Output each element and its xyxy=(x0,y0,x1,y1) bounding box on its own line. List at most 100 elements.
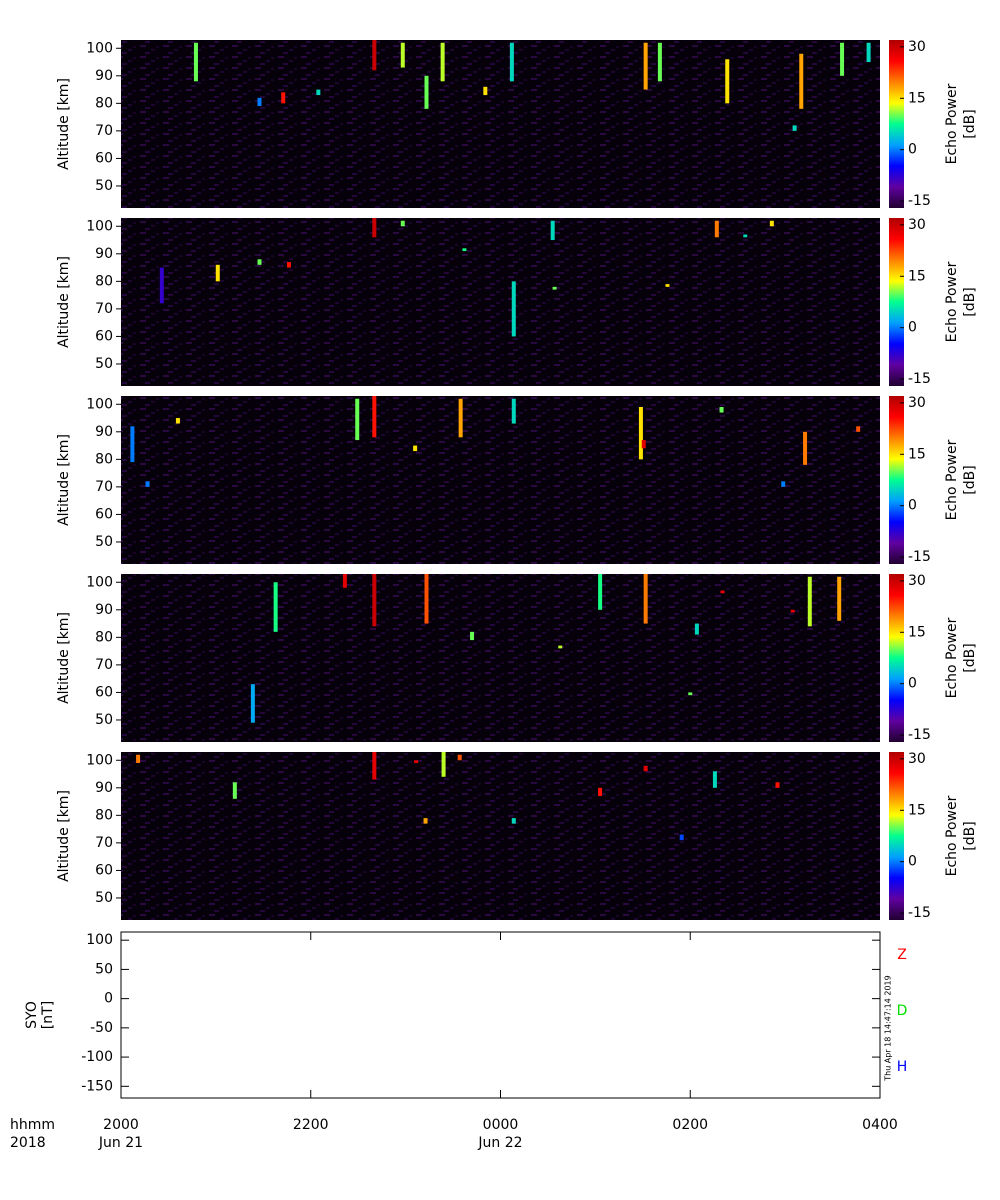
echo-cell xyxy=(552,286,557,290)
echo-cell xyxy=(273,582,278,632)
echo-cell xyxy=(598,787,603,797)
y-tick-label: 90 xyxy=(95,246,113,262)
echo-cell xyxy=(145,481,150,487)
echo-cell xyxy=(440,42,445,82)
colorbar xyxy=(889,396,904,564)
echo-cell xyxy=(558,645,563,649)
timestamp: Thu Apr 18 14:47:14 2019 xyxy=(884,975,893,1082)
colorbar-tick-label: -15 xyxy=(908,905,931,921)
colorbar-label: [dB] xyxy=(962,821,978,850)
echo-cell xyxy=(665,284,670,287)
echo-cell xyxy=(215,264,220,282)
echo-cell xyxy=(643,574,648,624)
y-tick-label: 60 xyxy=(95,328,113,344)
colorbar-tick-label: 30 xyxy=(908,751,926,767)
colorbar-tick-label: 0 xyxy=(908,142,917,158)
colorbar-label: Echo Power xyxy=(944,617,960,698)
echo-cell xyxy=(840,42,845,76)
y-tick-label: 50 xyxy=(95,961,113,977)
y-tick-label: 60 xyxy=(95,862,113,878)
colorbar-label: Echo Power xyxy=(944,83,960,164)
echo-cell xyxy=(372,574,377,627)
y-tick-label: 100 xyxy=(86,396,113,412)
plot-background xyxy=(121,218,880,386)
colorbar-tick-label: -15 xyxy=(908,727,931,743)
colorbar-tick-label: 30 xyxy=(908,217,926,233)
echo-cell xyxy=(257,97,262,107)
echo-cell xyxy=(550,220,555,241)
echo-cell xyxy=(792,125,797,131)
y-tick-label: 80 xyxy=(95,273,113,289)
y-tick-label: 70 xyxy=(95,123,113,139)
colorbar-tick-label: -15 xyxy=(908,193,931,209)
y-axis-label: Altitude [km] xyxy=(56,612,72,704)
echo-cell xyxy=(136,754,141,764)
echo-cell xyxy=(400,220,405,227)
legend-entry: Z xyxy=(897,947,907,963)
y-tick-label: 100 xyxy=(86,752,113,768)
echo-cell xyxy=(175,418,180,424)
colorbar-tick-label: 15 xyxy=(908,624,926,640)
echo-cell xyxy=(509,42,514,82)
echo-cell xyxy=(725,59,730,104)
x-tick-label: 2200 xyxy=(293,1117,329,1133)
colorbar-tick-label: 30 xyxy=(908,39,926,55)
y-axis-label: Altitude [km] xyxy=(56,256,72,348)
y-tick-label: 60 xyxy=(95,684,113,700)
echo-cell xyxy=(643,42,648,90)
echo-cell xyxy=(257,259,262,265)
date-label: Jun 22 xyxy=(477,1135,522,1151)
y-tick-label: 100 xyxy=(86,40,113,56)
plot-background xyxy=(121,40,880,208)
colorbar-label: Echo Power xyxy=(944,439,960,520)
echo-cell xyxy=(837,576,842,621)
y-tick-label: 90 xyxy=(95,602,113,618)
y-tick-label: 80 xyxy=(95,95,113,111)
colorbar-tick-label: 15 xyxy=(908,268,926,284)
echo-cell xyxy=(355,398,360,441)
y-axis-label: SYO xyxy=(24,1001,40,1029)
echo-cell xyxy=(424,75,429,109)
colorbar xyxy=(889,752,904,920)
echo-cell xyxy=(130,426,135,463)
y-tick-label: 100 xyxy=(86,218,113,234)
colorbar-tick-label: 15 xyxy=(908,90,926,106)
echo-cell xyxy=(775,782,780,788)
x-tick-label: 0400 xyxy=(862,1117,898,1133)
y-tick-label: 0 xyxy=(104,991,113,1007)
echo-cell xyxy=(866,42,871,63)
colorbar-tick-label: 30 xyxy=(908,573,926,589)
colorbar-tick-label: 15 xyxy=(908,802,926,818)
x-axis-label: hhmm xyxy=(10,1117,55,1133)
plot-background xyxy=(121,574,880,742)
echo-cell xyxy=(424,574,429,624)
echo-cell xyxy=(414,760,419,764)
echo-cell xyxy=(719,407,724,413)
colorbar-label: [dB] xyxy=(962,287,978,316)
echo-cell xyxy=(688,692,693,696)
echo-cell xyxy=(316,89,321,96)
colorbar xyxy=(889,574,904,742)
echo-cell xyxy=(641,440,646,449)
colorbar-label: [dB] xyxy=(962,643,978,672)
echo-cell xyxy=(511,281,516,337)
y-tick-label: 100 xyxy=(86,932,113,948)
y-tick-label: 50 xyxy=(95,890,113,906)
plot-frame xyxy=(120,931,881,1099)
y-tick-label: 50 xyxy=(95,178,113,194)
echo-cell xyxy=(441,752,446,777)
y-tick-label: 90 xyxy=(95,424,113,440)
colorbar-tick-label: -15 xyxy=(908,371,931,387)
echo-cell xyxy=(511,398,516,424)
echo-cell xyxy=(400,42,405,68)
echo-cell xyxy=(372,752,377,780)
echo-cell xyxy=(372,396,377,438)
y-axis-label: [nT] xyxy=(40,1001,56,1029)
y-axis-label: Altitude [km] xyxy=(56,78,72,170)
colorbar xyxy=(889,40,904,208)
echo-cell xyxy=(657,42,662,82)
echo-cell xyxy=(413,445,418,452)
echo-cell xyxy=(799,53,804,109)
echo-cell xyxy=(712,771,717,788)
